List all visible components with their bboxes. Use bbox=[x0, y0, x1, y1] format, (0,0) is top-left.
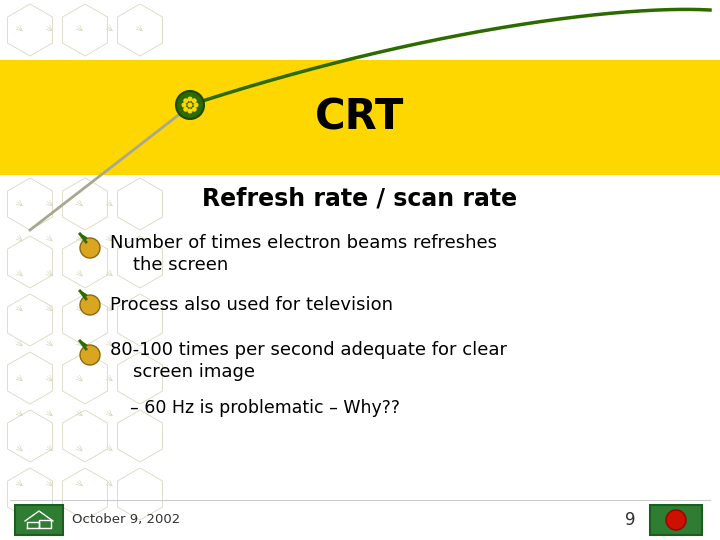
Bar bbox=[650, 505, 702, 535]
Circle shape bbox=[194, 103, 199, 107]
Bar bbox=[15, 505, 63, 535]
Circle shape bbox=[80, 345, 100, 365]
Text: Refresh rate / scan rate: Refresh rate / scan rate bbox=[202, 186, 518, 210]
Circle shape bbox=[187, 103, 192, 107]
Text: Number of times electron beams refreshes: Number of times electron beams refreshes bbox=[110, 234, 497, 252]
Circle shape bbox=[187, 97, 192, 102]
Text: screen image: screen image bbox=[110, 363, 255, 381]
Circle shape bbox=[192, 107, 197, 112]
Text: October 9, 2002: October 9, 2002 bbox=[72, 514, 180, 526]
Circle shape bbox=[176, 91, 204, 119]
Text: Process also used for television: Process also used for television bbox=[110, 296, 393, 314]
Circle shape bbox=[181, 103, 186, 107]
Text: CRT: CRT bbox=[315, 97, 405, 139]
Circle shape bbox=[80, 238, 100, 258]
Circle shape bbox=[184, 107, 188, 112]
Text: – 60 Hz is problematic – Why??: – 60 Hz is problematic – Why?? bbox=[130, 399, 400, 417]
Text: the screen: the screen bbox=[110, 256, 228, 274]
Circle shape bbox=[192, 98, 197, 103]
Text: 80-100 times per second adequate for clear: 80-100 times per second adequate for cle… bbox=[110, 341, 507, 359]
Bar bbox=[0, 60, 720, 175]
Circle shape bbox=[184, 98, 188, 103]
Circle shape bbox=[187, 109, 192, 113]
Circle shape bbox=[666, 510, 686, 530]
Text: 9: 9 bbox=[625, 511, 635, 529]
Circle shape bbox=[80, 295, 100, 315]
